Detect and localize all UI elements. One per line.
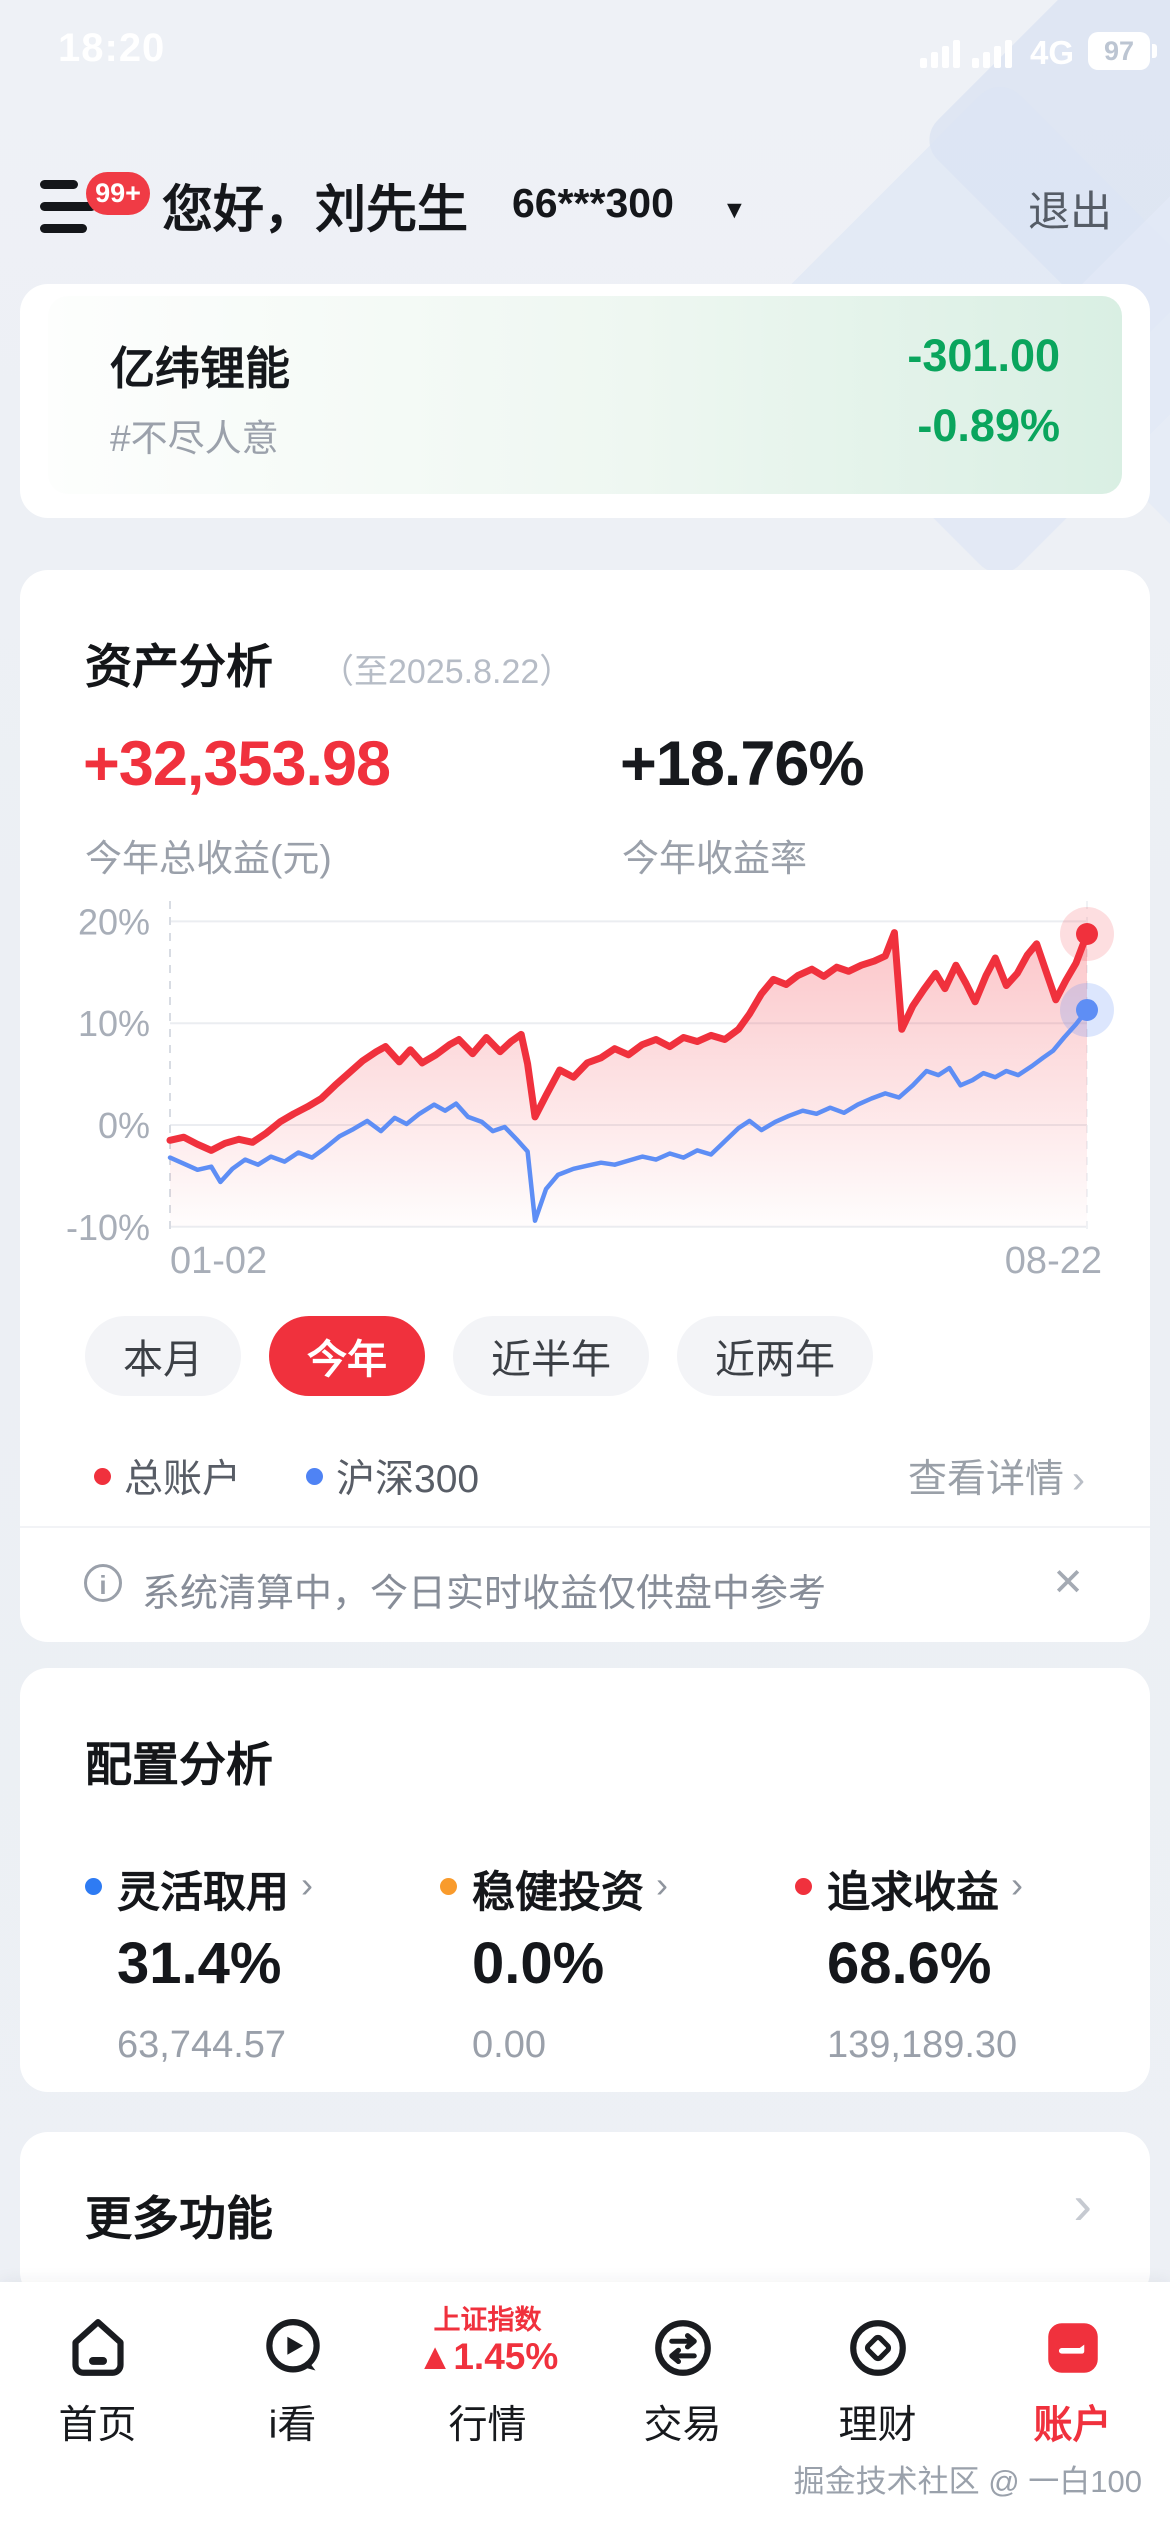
svg-text:20%: 20% — [78, 901, 150, 942]
account-card-icon — [1047, 2323, 1098, 2373]
nav-trade[interactable]: 交易 — [585, 2282, 780, 2532]
performance-line-chart[interactable]: 20% 10% 0% -10% 01-02 08-22 — [0, 895, 1170, 1295]
legend-dot-account — [94, 1468, 111, 1485]
svg-text:-10%: -10% — [66, 1207, 150, 1248]
nav-quotes[interactable]: 上证指数 ▲1.45% 行情 — [390, 2282, 585, 2532]
tab-half-year[interactable]: 近半年 — [453, 1316, 649, 1396]
nav-wealth[interactable]: 理财 — [780, 2282, 975, 2532]
legend-label-csi300: 沪深300 — [336, 1458, 480, 1501]
coin-icon — [849, 2320, 906, 2376]
ytd-profit-label: 今年总收益(元) — [85, 838, 332, 879]
asset-analysis-title: 资产分析 — [85, 640, 273, 693]
tab-this-month[interactable]: 本月 — [85, 1316, 241, 1396]
nav-ikan[interactable]: i看 — [195, 2282, 390, 2532]
alloc-dot-flexible — [85, 1878, 102, 1895]
chevron-right-icon: › — [301, 1864, 313, 1905]
period-tabs: 本月 今年 近半年 近两年 — [85, 1316, 873, 1396]
more-functions-card[interactable]: 更多功能 › — [20, 2132, 1150, 2300]
stock-summary-card[interactable]: 亿纬锂能 #不尽人意 -301.00 -0.89% — [20, 284, 1150, 518]
alloc-dot-stable — [440, 1878, 457, 1895]
battery-icon: 97 — [1088, 32, 1157, 70]
close-icon[interactable]: ✕ — [1052, 1562, 1084, 1604]
svg-text:10%: 10% — [78, 1003, 150, 1044]
svg-text:08-22: 08-22 — [1005, 1240, 1102, 1282]
chevron-right-icon: › — [656, 1864, 668, 1905]
chevron-right-icon: › — [1011, 1864, 1023, 1905]
allocation-analysis-card: 配置分析 灵活取用 › 31.4% 63,744.57 稳健投资 › 0.0% … — [20, 1668, 1150, 2092]
watermark-text: 掘金技术社区 @ 一白100 — [793, 2464, 1142, 2499]
nav-account[interactable]: 账户 — [975, 2282, 1170, 2532]
stock-panel: 亿纬锂能 #不尽人意 -301.00 -0.89% — [48, 296, 1122, 494]
tab-two-years[interactable]: 近两年 — [677, 1316, 873, 1396]
info-icon: i — [84, 1564, 122, 1602]
network-type: 4G — [1030, 34, 1075, 71]
ytd-return-rate: +18.76% — [620, 729, 864, 799]
video-bubble-icon — [265, 2319, 320, 2373]
allocation-title: 配置分析 — [85, 1738, 273, 1791]
alloc-percent: 0.0% — [472, 1931, 605, 1996]
alloc-item-flexible[interactable]: 灵活取用 › 31.4% 63,744.57 — [85, 1858, 435, 2066]
ytd-return-rate-label: 今年收益率 — [622, 838, 807, 879]
status-bar: 18:20 4G 97 — [0, 0, 1170, 110]
alloc-amount: 63,744.57 — [117, 2024, 287, 2066]
view-details-link[interactable]: 查看详情 › — [907, 1458, 1085, 1501]
alloc-label: 稳健投资 — [472, 1869, 644, 1917]
alloc-item-aggressive[interactable]: 追求收益 › 68.6% 139,189.30 — [795, 1858, 1145, 2066]
alloc-amount: 0.00 — [472, 2024, 546, 2066]
nav-home[interactable]: 首页 — [0, 2282, 195, 2532]
stock-name: 亿纬锂能 — [110, 343, 291, 394]
index-name: 上证指数 — [433, 2305, 542, 2335]
home-icon — [71, 2319, 124, 2376]
stock-change-percent: -0.89% — [917, 400, 1060, 451]
stock-change-value: -301.00 — [907, 330, 1060, 381]
legend-dot-csi300 — [306, 1468, 323, 1485]
stock-tag: #不尽人意 — [110, 418, 279, 459]
alloc-percent: 68.6% — [827, 1931, 992, 1996]
greeting-text: 您好，刘先生 — [162, 181, 469, 238]
chevron-right-icon: › — [1072, 1458, 1085, 1501]
ytd-profit-value: +32,353.98 — [83, 729, 391, 799]
as-of-date: （至2025.8.22） — [320, 653, 574, 691]
signal-strength-icon-2 — [972, 40, 1012, 68]
alloc-dot-aggressive — [795, 1878, 812, 1895]
alloc-percent: 31.4% — [117, 1931, 282, 1996]
more-functions-title: 更多功能 — [85, 2192, 273, 2245]
legend-label-account: 总账户 — [124, 1458, 242, 1501]
trade-arrows-icon — [654, 2320, 711, 2376]
chevron-right-icon: › — [1073, 2173, 1092, 2236]
notice-text: 系统清算中，今日实时收益仅供盘中参考 — [142, 1573, 827, 1615]
menu-icon[interactable] — [40, 180, 100, 236]
alloc-label: 灵活取用 — [117, 1869, 289, 1917]
alloc-amount: 139,189.30 — [827, 2024, 1018, 2066]
chevron-down-icon[interactable]: ▼ — [722, 196, 747, 224]
index-change: ▲1.45% — [416, 2336, 559, 2377]
tab-this-year[interactable]: 今年 — [269, 1316, 425, 1396]
account-number[interactable]: 66***300 — [512, 180, 674, 226]
chart-legend: 总账户 沪深300 查看详情 › — [20, 1446, 1150, 1506]
logout-button[interactable]: 退出 — [1027, 188, 1112, 235]
signal-strength-icon — [920, 40, 960, 68]
asset-analysis-card: 资产分析 （至2025.8.22） +32,353.98 今年总收益(元) +1… — [20, 570, 1150, 1642]
alloc-label: 追求收益 — [827, 1869, 999, 1917]
bottom-tab-bar: 首页 i看 上证指数 ▲1.45% 行情 交易 — [0, 2282, 1170, 2532]
notification-badge: 99+ — [86, 172, 150, 215]
svg-text:0%: 0% — [98, 1105, 150, 1146]
alloc-item-stable[interactable]: 稳健投资 › 0.0% 0.00 — [440, 1858, 790, 2066]
status-time: 18:20 — [58, 26, 166, 70]
svg-text:01-02: 01-02 — [170, 1240, 267, 1282]
settlement-notice-bar: i 系统清算中，今日实时收益仅供盘中参考 ✕ — [20, 1526, 1150, 1642]
